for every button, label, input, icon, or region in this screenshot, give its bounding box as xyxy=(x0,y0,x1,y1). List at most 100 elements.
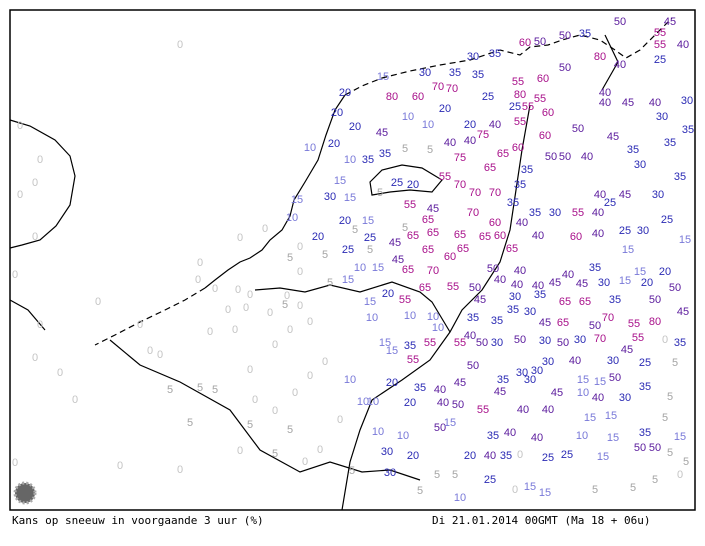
grid-value: 0 xyxy=(677,469,683,481)
grid-value: 30 xyxy=(516,367,528,379)
grid-value: 35 xyxy=(609,294,621,306)
grid-value: 0 xyxy=(17,120,23,132)
grid-value: 30 xyxy=(381,446,393,458)
grid-value: 55 xyxy=(454,337,466,349)
grid-value: 30 xyxy=(531,365,543,377)
grid-value: 0 xyxy=(117,460,123,472)
grid-value: 35 xyxy=(682,124,694,136)
grid-value: 60 xyxy=(444,251,456,263)
grid-value: 20 xyxy=(464,450,476,462)
grid-value: 70 xyxy=(467,207,479,219)
grid-value: 35 xyxy=(362,154,374,166)
grid-value: 35 xyxy=(639,381,651,393)
grid-value: 10 xyxy=(344,154,356,166)
grid-value: 65 xyxy=(422,214,434,226)
map-frame xyxy=(9,9,696,511)
grid-value: 0 xyxy=(512,484,518,496)
grid-value: 0 xyxy=(195,274,201,286)
grid-value: 45 xyxy=(474,294,486,306)
grid-value: 75 xyxy=(454,152,466,164)
grid-value: 5 xyxy=(287,424,293,436)
grid-value: 0 xyxy=(157,349,163,361)
grid-value: 65 xyxy=(484,162,496,174)
grid-value: 35 xyxy=(639,427,651,439)
grid-value: 55 xyxy=(477,404,489,416)
grid-value: 0 xyxy=(235,284,241,296)
grid-value: 30 xyxy=(539,335,551,347)
grid-value: 0 xyxy=(297,300,303,312)
grid-value: 20 xyxy=(339,87,351,99)
grid-value: 0 xyxy=(72,394,78,406)
grid-value: 45 xyxy=(376,127,388,139)
grid-value: 15 xyxy=(622,244,634,256)
grid-value: 55 xyxy=(439,171,451,183)
grid-value: 35 xyxy=(579,28,591,40)
grid-value: 10 xyxy=(372,426,384,438)
grid-value: 35 xyxy=(521,164,533,176)
grid-value: 50 xyxy=(649,442,661,454)
grid-value: 20 xyxy=(312,231,324,243)
grid-value: 45 xyxy=(549,277,561,289)
grid-value: 25 xyxy=(604,197,616,209)
grid-value: 50 xyxy=(557,337,569,349)
grid-value: 0 xyxy=(287,324,293,336)
grid-value: 25 xyxy=(364,232,376,244)
grid-value: 30 xyxy=(619,392,631,404)
grid-value: 65 xyxy=(557,317,569,329)
grid-value: 60 xyxy=(570,231,582,243)
grid-value: 40 xyxy=(592,207,604,219)
grid-value: 40 xyxy=(444,137,456,149)
grid-value: 45 xyxy=(607,131,619,143)
grid-value: 30 xyxy=(652,189,664,201)
grid-value: 15 xyxy=(334,175,346,187)
grid-value: 40 xyxy=(592,228,604,240)
grid-value: 0 xyxy=(252,394,258,406)
grid-value: 35 xyxy=(497,374,509,386)
grid-value: 0 xyxy=(292,387,298,399)
grid-value: 5 xyxy=(322,249,328,261)
grid-value: 0 xyxy=(297,266,303,278)
grid-value: 35 xyxy=(487,430,499,442)
grid-value: 40 xyxy=(464,135,476,147)
coastline xyxy=(9,119,76,249)
grid-value: 10 xyxy=(286,212,298,224)
grid-value: 65 xyxy=(559,296,571,308)
grid-value: 50 xyxy=(534,36,546,48)
grid-value: 0 xyxy=(284,290,290,302)
grid-value: 30 xyxy=(637,225,649,237)
grid-value: 30 xyxy=(324,191,336,203)
grid-value: 80 xyxy=(514,89,526,101)
grid-value: 15 xyxy=(372,262,384,274)
grid-value: 5 xyxy=(272,448,278,460)
grid-value: 55 xyxy=(514,116,526,128)
grid-value: 30 xyxy=(607,355,619,367)
grid-value: 45 xyxy=(621,344,633,356)
grid-value: 30 xyxy=(681,95,693,107)
grid-value: 0 xyxy=(37,319,43,331)
grid-value: 40 xyxy=(594,189,606,201)
grid-value: 30 xyxy=(467,51,479,63)
grid-value: 5 xyxy=(683,456,689,468)
grid-value: 45 xyxy=(539,317,551,329)
grid-value: 70 xyxy=(594,333,606,345)
grid-value: 0 xyxy=(32,352,38,364)
grid-value: 65 xyxy=(579,296,591,308)
grid-value: 45 xyxy=(551,387,563,399)
grid-value: 20 xyxy=(404,397,416,409)
grid-value: 10 xyxy=(454,492,466,504)
grid-value: 35 xyxy=(507,304,519,316)
grid-value: 0 xyxy=(302,456,308,468)
grid-value: 45 xyxy=(494,386,506,398)
coastline xyxy=(344,17,673,96)
grid-value: 55 xyxy=(407,354,419,366)
grid-value: 55 xyxy=(572,207,584,219)
grid-value: 0 xyxy=(147,345,153,357)
grid-value: 50 xyxy=(559,30,571,42)
grid-value: 5 xyxy=(417,485,423,497)
grid-value: 65 xyxy=(479,231,491,243)
grid-value: 5 xyxy=(187,417,193,429)
grid-value: 50 xyxy=(467,360,479,372)
grid-value: 5 xyxy=(630,482,636,494)
grid-value: 15 xyxy=(607,432,619,444)
